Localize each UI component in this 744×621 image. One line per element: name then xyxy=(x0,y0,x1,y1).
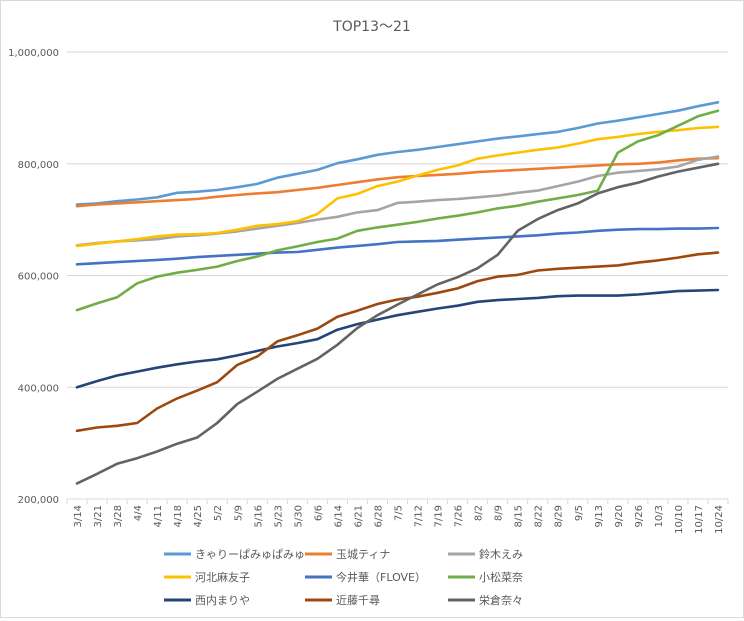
x-tick-label: 5/9 xyxy=(233,505,244,521)
legend-label: 今井華（FLOVE） xyxy=(336,570,426,584)
chart-title: TOP13～21 xyxy=(332,19,411,35)
x-tick-label: 8/9 xyxy=(494,505,505,521)
x-axis xyxy=(66,498,729,504)
y-tick-label: 600,000 xyxy=(18,272,59,283)
x-tick-label: 5/16 xyxy=(253,505,264,527)
x-axis-tick-labels: 3/14 3/21 3/28 4/4 4/11 4/18 4/25 5/2 5/9 5/16 5/2… xyxy=(73,505,725,534)
series-lines xyxy=(75,101,720,485)
y-tick-label: 800,000 xyxy=(18,160,59,171)
y-tick-label: 200,000 xyxy=(18,495,59,506)
x-tick-label: 4/25 xyxy=(193,505,204,527)
legend-item: 近藤千尋 xyxy=(305,594,380,607)
x-tick-label: 8/15 xyxy=(514,505,525,527)
x-tick-label: 7/5 xyxy=(394,505,405,521)
series-line-6 xyxy=(75,288,720,389)
legend-label: 鈴木えみ xyxy=(479,547,523,561)
legend-item: 今井華（FLOVE） xyxy=(305,570,426,584)
legend-item: きゃりーぱみゅぱみゅ xyxy=(164,548,305,561)
x-tick-label: 5/30 xyxy=(293,505,304,527)
x-tick-label: 5/23 xyxy=(273,505,284,527)
legend-label: きゃりーぱみゅぱみゅ xyxy=(195,548,305,561)
x-tick-label: 3/14 xyxy=(73,505,84,527)
series-line-5 xyxy=(75,109,720,312)
x-tick-label: 10/24 xyxy=(714,505,725,534)
y-axis-tick-labels: 200,000 400,000 600,000 800,000 1,000,000 xyxy=(8,48,59,506)
legend-label: 玉城ティナ xyxy=(336,548,390,561)
x-tick-label: 7/19 xyxy=(434,505,445,527)
legend-label: 近藤千尋 xyxy=(336,594,380,607)
y-tick-label: 400,000 xyxy=(18,383,59,394)
x-tick-label: 9/20 xyxy=(614,505,625,527)
y-tick-label: 1,000,000 xyxy=(8,48,59,59)
series-line-8 xyxy=(75,162,720,485)
x-tick-label: 6/28 xyxy=(373,505,384,527)
legend-item: 河北麻友子 xyxy=(164,570,250,584)
x-tick-label: 8/2 xyxy=(474,505,485,521)
series-line-2 xyxy=(75,155,720,247)
legend-label: 西内まりや xyxy=(195,593,250,607)
series-line-4 xyxy=(75,226,720,266)
x-tick-label: 3/28 xyxy=(113,505,124,527)
x-tick-label: 3/21 xyxy=(93,505,104,527)
x-tick-label: 9/26 xyxy=(634,505,645,527)
x-tick-label: 7/12 xyxy=(414,505,425,527)
legend-item: 栄倉奈々 xyxy=(448,593,523,607)
legend-label: 河北麻友子 xyxy=(195,570,250,584)
series-line-3 xyxy=(75,125,720,248)
legend-item: 鈴木えみ xyxy=(448,547,523,561)
x-tick-label: 10/10 xyxy=(674,505,685,534)
x-tick-label: 9/5 xyxy=(574,505,585,521)
legend-item: 西内まりや xyxy=(164,593,250,607)
x-tick-label: 10/3 xyxy=(654,505,665,527)
x-tick-label: 8/29 xyxy=(554,505,565,527)
x-tick-label: 9/13 xyxy=(594,505,605,527)
x-tick-label: 5/2 xyxy=(213,505,224,521)
series-line-0 xyxy=(75,101,720,206)
legend-label: 小松菜奈 xyxy=(479,570,523,584)
legend-item: 玉城ティナ xyxy=(305,548,390,561)
x-tick-label: 4/11 xyxy=(153,505,164,527)
x-tick-label: 6/21 xyxy=(353,505,364,527)
legend-item: 小松菜奈 xyxy=(448,570,523,584)
x-tick-label: 7/26 xyxy=(454,505,465,527)
x-tick-label: 4/18 xyxy=(173,505,184,527)
x-tick-label: 8/22 xyxy=(534,505,545,527)
legend-label: 栄倉奈々 xyxy=(479,593,523,607)
series-line-7 xyxy=(75,251,720,433)
x-tick-label: 4/4 xyxy=(133,505,144,521)
x-tick-label: 6/6 xyxy=(313,505,324,521)
x-tick-label: 6/14 xyxy=(333,505,344,527)
x-tick-label: 10/17 xyxy=(694,505,705,534)
